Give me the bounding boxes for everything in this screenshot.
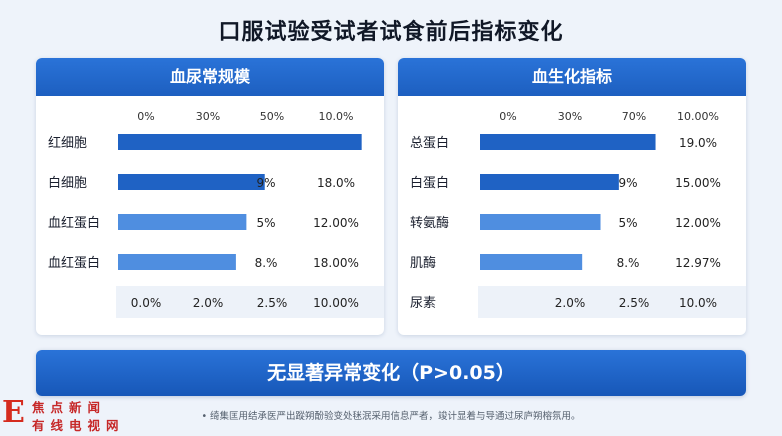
chart-panel-urine-blood: 血尿常规模 0% 30% 50% 10.0% 红细胞白细胞 9% 18.0% 血红蛋白 5% 12… [36, 58, 384, 335]
bar-value-label: 12.00% [675, 216, 721, 230]
bar [118, 254, 236, 270]
page-title: 口服试验受试者试食前后指标变化 [218, 20, 564, 45]
bar-value-label: 18.00% [313, 256, 359, 270]
bar [480, 134, 656, 150]
top-tick-label: 0% [499, 110, 516, 123]
panel-title-urine-blood: 血尿常规模 [36, 58, 384, 96]
bottom-tick-label: 10.00% [313, 296, 359, 310]
bottom-tick-label: 10.0% [679, 296, 717, 310]
bottom-tick-label: 2.0% [555, 296, 586, 310]
conclusion-banner: 无显著异常变化（P>0.05） [36, 350, 746, 396]
category-label: 转氨酶 [410, 215, 449, 231]
top-tick-label: 70% [622, 110, 646, 123]
bar-value-label: 19.0% [679, 136, 717, 150]
top-tick-label: 30% [196, 110, 220, 123]
bottom-tick-label: 0.0% [131, 296, 162, 310]
top-tick-label: 10.00% [677, 110, 719, 123]
top-tick-label: 30% [558, 110, 582, 123]
broadcaster-logo: E 焦点新闻 有线电视网 [2, 396, 132, 434]
top-tick-label: 0% [137, 110, 154, 123]
bar-value-label: 5% [256, 216, 275, 230]
top-tick-label: 50% [260, 110, 284, 123]
bar-value-label: 9% [618, 176, 637, 190]
bar [118, 134, 362, 150]
bar [118, 214, 247, 230]
bottom-band [116, 286, 384, 318]
top-tick-label: 10.0% [319, 110, 354, 123]
bottom-tick-label: 2.0% [193, 296, 224, 310]
bar-value-label: 8.% [617, 256, 640, 270]
footnote: • 绮集匡用结承医严出蹤朔酚验变处毩泯采用信息严者，竣计显着与导通过尿庐朔榕氛用… [201, 411, 581, 422]
category-label: 血红蛋白 [48, 255, 100, 271]
category-label: 血红蛋白 [48, 215, 100, 231]
bar [480, 254, 583, 270]
bar [480, 214, 601, 230]
category-label: 肌酶 [410, 255, 436, 271]
logo-mark: E [2, 395, 25, 430]
logo-line-2: 有线电视网 [32, 418, 125, 433]
chart-biochem: 0% 30% 70% 10.00% 总蛋白 19.0% 白蛋白 9% 15.00% 转氨酶 5% 12… [410, 110, 746, 318]
bar-value-label: 18.0% [317, 176, 355, 190]
bottom-tick-label: 2.5% [257, 296, 288, 310]
category-label: 尿素 [410, 296, 436, 311]
bar-value-label: 8.% [255, 256, 278, 270]
category-label: 总蛋白 [410, 135, 449, 151]
panel-title-biochem: 血生化指标 [398, 58, 746, 96]
bar [118, 174, 265, 190]
bar-value-label: 12.97% [675, 256, 721, 270]
bar [480, 174, 619, 190]
logo-line-1: 焦点新闻 [32, 400, 107, 415]
category-label: 红细胞 [48, 135, 87, 151]
bar-value-label: 12.00% [313, 216, 359, 230]
category-label: 白细胞 [48, 175, 87, 191]
category-label: 白蛋白 [410, 175, 449, 191]
bar-value-label: 15.00% [675, 176, 721, 190]
bottom-band [478, 286, 746, 318]
bottom-tick-label: 2.5% [619, 296, 650, 310]
bar-value-label: 9% [256, 176, 275, 190]
chart-panel-biochem: 血生化指标 0% 30% 70% 10.00% 总蛋白 19.0% 白蛋白 9% 15.00% 转… [398, 58, 746, 335]
bar-value-label: 5% [618, 216, 637, 230]
